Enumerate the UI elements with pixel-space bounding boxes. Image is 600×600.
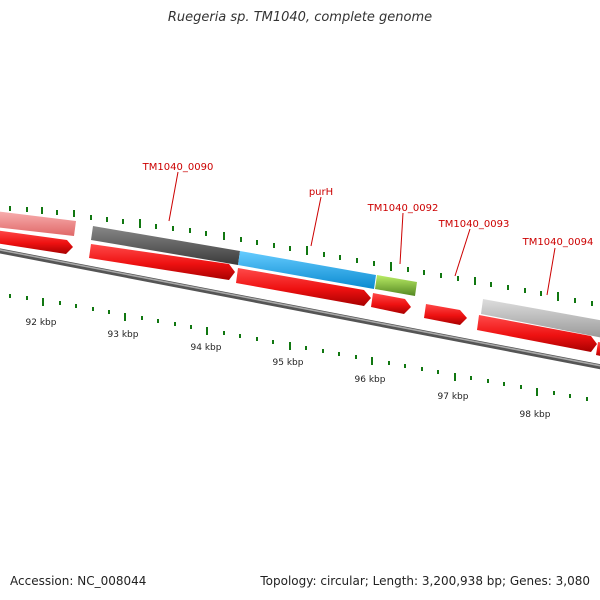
cds-arrow-4[interactable] bbox=[424, 304, 467, 325]
gene-bar-3[interactable] bbox=[375, 275, 417, 296]
gene-label-tm1040-0092[interactable]: TM1040_0092 bbox=[367, 203, 439, 214]
genome-backbone bbox=[0, 248, 600, 370]
gene-label-purh[interactable]: purH bbox=[309, 187, 333, 198]
gene-label-tm1040-0090[interactable]: TM1040_0090 bbox=[142, 162, 214, 173]
gene-bar-1[interactable] bbox=[91, 226, 240, 265]
accession-text: Accession: NC_008044 bbox=[10, 574, 147, 588]
upper-ticks bbox=[9, 206, 593, 306]
gene-bar-0[interactable] bbox=[0, 211, 76, 236]
cds-arrow-5[interactable] bbox=[477, 315, 597, 352]
map-title: Ruegeria sp. TM1040, complete genome bbox=[167, 10, 433, 25]
gene-label-tm1040-0094[interactable]: TM1040_0094 bbox=[522, 237, 594, 248]
scale-label-95: 95 kbp bbox=[273, 358, 304, 368]
gene-bar-5[interactable] bbox=[481, 299, 600, 338]
scale-label-98: 98 kbp bbox=[520, 410, 551, 420]
scale-label-96: 96 kbp bbox=[355, 375, 386, 385]
leader-line-purh bbox=[310, 196, 322, 247]
gene-bar-2[interactable] bbox=[238, 251, 376, 289]
scale-label-93: 93 kbp bbox=[108, 330, 139, 340]
leader-line-tm1040-0090 bbox=[168, 171, 179, 222]
cds-arrow-2[interactable] bbox=[236, 268, 371, 306]
cds-arrow-3[interactable] bbox=[371, 293, 411, 314]
leader-line-tm1040-0094 bbox=[546, 247, 556, 296]
topology-summary: Topology: circular; Length: 3,200,938 bp… bbox=[260, 574, 590, 588]
cds-arrow-1[interactable] bbox=[89, 244, 235, 280]
leader-line-tm1040-0093 bbox=[454, 228, 471, 277]
scale-label-97: 97 kbp bbox=[438, 392, 469, 402]
scale-label-92: 92 kbp bbox=[26, 318, 57, 328]
cds-arrow-6[interactable] bbox=[596, 342, 600, 357]
scale-ticks bbox=[9, 294, 588, 401]
cds-arrow-0[interactable] bbox=[0, 230, 73, 254]
leader-line-tm1040-0092 bbox=[399, 212, 404, 265]
gene-label-tm1040-0093[interactable]: TM1040_0093 bbox=[438, 219, 510, 230]
scale-label-94: 94 kbp bbox=[191, 343, 222, 353]
genome-backbone-highlight bbox=[0, 249, 600, 367]
